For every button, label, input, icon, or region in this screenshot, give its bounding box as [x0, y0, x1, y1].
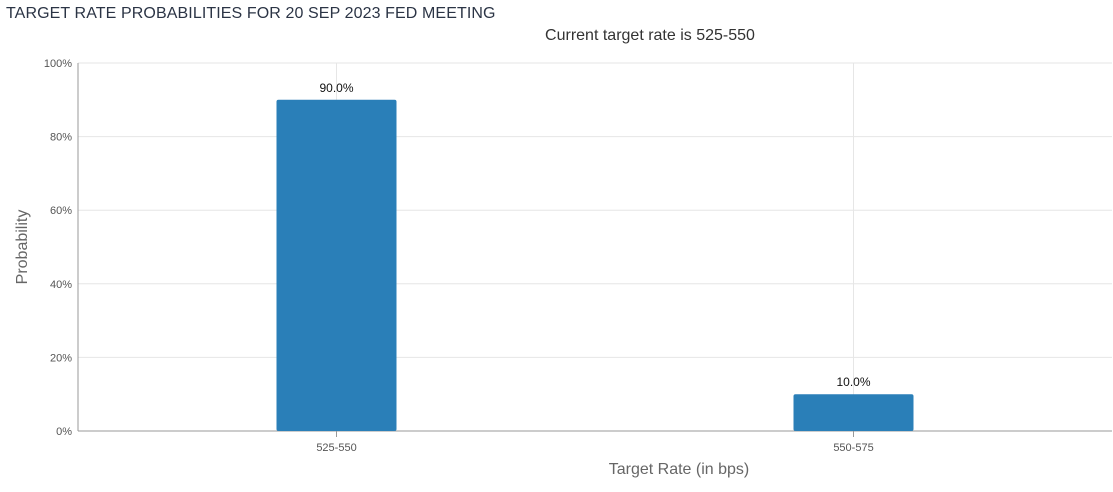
- x-tick-label: 550-575: [833, 442, 873, 454]
- y-tick-label: 40%: [50, 279, 72, 291]
- y-axis-title: Probability: [14, 210, 31, 285]
- x-axis-title: Target Rate (in bps): [609, 461, 750, 478]
- chart-subtitle: Current target rate is 525-550: [545, 27, 755, 44]
- y-tick-label: 20%: [50, 352, 72, 364]
- data-label: 10.0%: [836, 375, 870, 389]
- y-tick-label: 100%: [44, 58, 72, 70]
- data-label: 90.0%: [319, 81, 353, 95]
- x-tick-label: 525-550: [316, 442, 356, 454]
- bar-525-550: [276, 99, 397, 432]
- y-tick-label: 0%: [56, 426, 72, 438]
- y-tick-label: 80%: [50, 132, 72, 144]
- y-tick-label: 60%: [50, 205, 72, 217]
- bar-550-575: [793, 394, 914, 431]
- chart-title: TARGET RATE PROBABILITIES FOR 20 SEP 202…: [6, 5, 496, 22]
